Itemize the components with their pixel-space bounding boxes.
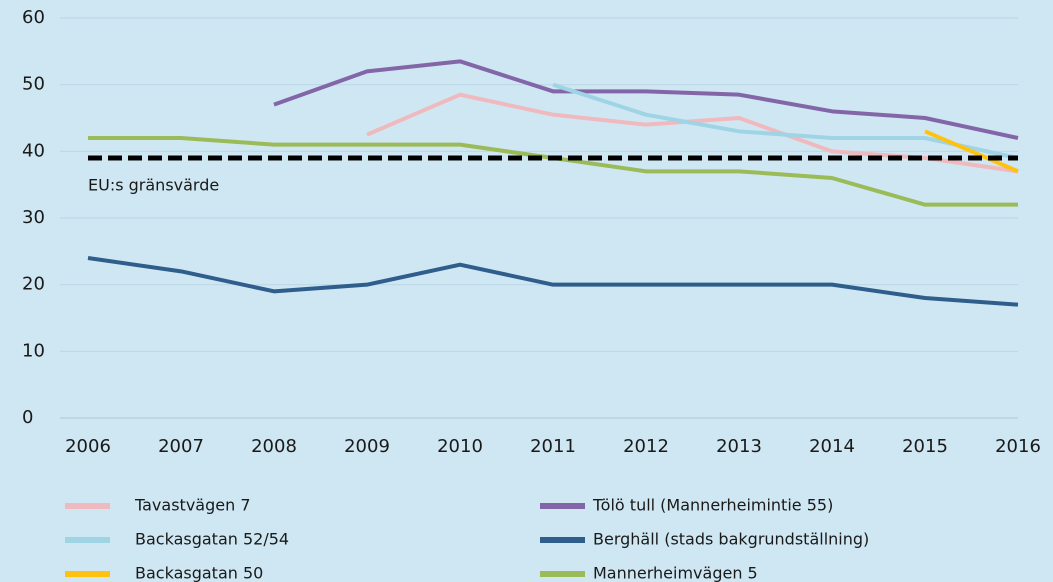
legend-label: Tavastvägen 7: [134, 496, 251, 515]
x-tick-label: 2010: [437, 436, 483, 457]
annotation: EU:s gränsvärde: [88, 176, 219, 195]
legend-label: Mannerheimvägen 5: [593, 564, 758, 582]
legend-label: Berghäll (stads bakgrundställning): [593, 530, 869, 549]
series-line: [87, 256, 1019, 307]
x-tick-label: 2015: [902, 436, 948, 457]
y-tick-label: 20: [22, 274, 45, 295]
x-tick-label: 2016: [995, 436, 1041, 457]
y-tick-label: 60: [22, 7, 45, 28]
x-tick-label: 2012: [623, 436, 669, 457]
legend-label: Backasgatan 50: [135, 564, 263, 582]
x-tick-label: 2011: [530, 436, 576, 457]
y-tick-label: 0: [22, 407, 33, 428]
y-tick-label: 10: [22, 340, 45, 361]
series-line: [273, 59, 1019, 140]
y-tick-label: 50: [22, 74, 45, 95]
legend-label: Backasgatan 52/54: [135, 530, 289, 549]
legend-label: Tölö tull (Mannerheimintie 55): [592, 496, 833, 515]
x-tick-label: 2009: [344, 436, 390, 457]
x-tick-label: 2013: [716, 436, 762, 457]
y-tick-label: 40: [22, 140, 45, 161]
x-tick-label: 2008: [251, 436, 297, 457]
x-tick-label: 2006: [65, 436, 111, 457]
x-tick-label: 2007: [158, 436, 204, 457]
series-line: [924, 129, 1019, 174]
series-line: [552, 82, 1019, 160]
y-tick-label: 30: [22, 207, 45, 228]
x-tick-label: 2014: [809, 436, 855, 457]
